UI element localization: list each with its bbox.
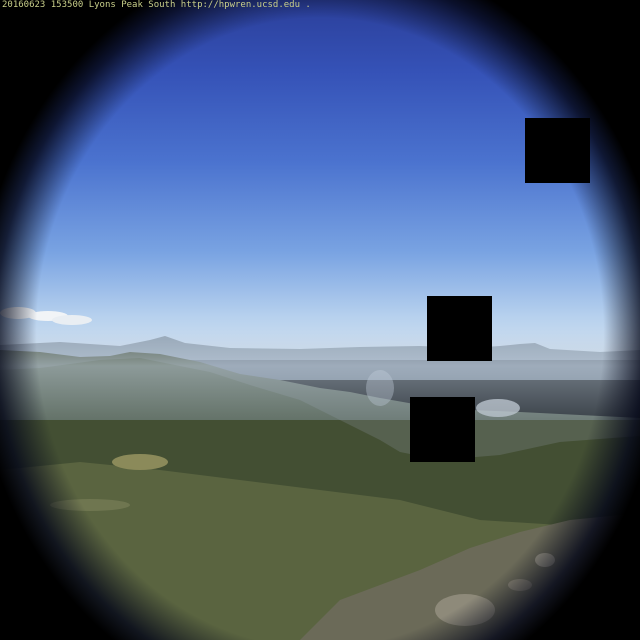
field-patch xyxy=(50,499,130,511)
field-patch xyxy=(112,454,168,470)
boulder xyxy=(508,579,532,591)
boulder xyxy=(535,553,555,567)
cloud xyxy=(52,315,92,325)
camera-overlay-text: 20160623 153500 Lyons Peak South http://… xyxy=(2,0,311,10)
boulder xyxy=(435,594,495,626)
black-occluder-box xyxy=(427,296,492,361)
black-occluder-box xyxy=(525,118,590,183)
horizon-haze xyxy=(0,330,640,420)
black-occluder-box xyxy=(410,397,475,462)
boulder xyxy=(586,582,614,598)
